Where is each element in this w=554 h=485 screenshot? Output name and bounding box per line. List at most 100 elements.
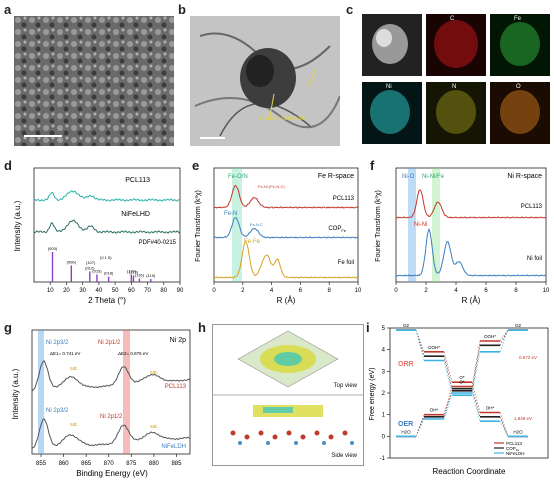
xps-ann-6: sat. — [150, 370, 158, 376]
xrd-ref-peak-label: (116) — [135, 272, 145, 277]
xps-xtick: 875 — [126, 461, 137, 467]
xrd-ref-peak-label: (006) — [67, 260, 77, 265]
fe-step-label: OH* — [430, 408, 439, 413]
dft-side-caption: Side view — [331, 453, 357, 459]
xrd-ref-peak-label: (018) — [104, 271, 114, 276]
fe-legend-nifeldh: NiFeLDH — [506, 451, 525, 456]
ni-ylabel: Fourier Transform (k³χ) — [375, 190, 382, 262]
fe-step-label: OOH* — [484, 334, 496, 339]
eds-map-fe: Fe — [490, 14, 550, 76]
xrd-xtick: 90 — [177, 288, 184, 294]
ni-highlight-band-1 — [408, 168, 416, 282]
ni-xtick: 2 — [424, 288, 428, 294]
ni-title: Ni R-space — [507, 173, 542, 180]
xrd-xtick: 20 — [63, 288, 70, 294]
fe-xlabel: R (Å) — [277, 296, 296, 305]
ni-xtick: 0 — [394, 288, 398, 294]
xps-legend-nifeldh: NiFeLDH — [161, 444, 186, 450]
ni-xlabel: R (Å) — [462, 296, 481, 305]
xps-xtick: 885 — [171, 461, 182, 467]
xps-xtick: 870 — [104, 461, 115, 467]
fe-legend-cop: COPFe — [506, 446, 520, 452]
fe-rspace-chart: 0 2 4 6 8 10 Fe R-space Fe-O/N Fe-Ni (Fe-N-C)… — [195, 167, 362, 305]
panel-g-label: g — [4, 320, 12, 335]
xps-band-1 — [38, 330, 44, 454]
fe-section-orr: ORR — [398, 361, 414, 368]
xps-ann-5: sat. — [70, 366, 78, 372]
panel-b-label: b — [178, 2, 186, 17]
xrd-legend-pdf: PDF#40-0215 — [139, 240, 177, 246]
fe-xlabel: Reaction Coordinate — [433, 467, 506, 476]
xps-ann-4: ΔE2= 0.875 eV — [118, 351, 148, 356]
fe-ytick: 4 — [382, 348, 386, 354]
fe-orr-ann: 0.672 eV — [519, 355, 537, 360]
fe-step-label: H2O — [401, 429, 411, 434]
fe-series-foil — [213, 240, 359, 279]
xps-xtick: 865 — [81, 461, 92, 467]
xps-chart: 855 860 865 870 875 880 885 Ni 2p Ni 2p3/2 ΔE1… — [11, 329, 191, 478]
xrd-legend-nifeldh: NiFeLHD — [121, 211, 150, 218]
xrd-xtick: 50 — [112, 288, 119, 294]
xps-ann-7: Ni 2p3/2 — [46, 408, 69, 414]
ni-highlight-band-2 — [432, 168, 440, 282]
fe-section-oer: OER — [398, 421, 413, 428]
eds-map-o: O — [490, 82, 550, 144]
tem-image: Carbon nanotube — [190, 16, 340, 146]
xrd-ylabel: Intensity (a.u.) — [13, 200, 22, 251]
xrd-chart: (003) (006) (012)(015) (018) (110)(113)(116)… — [13, 167, 184, 305]
fe-xtick: 4 — [270, 288, 274, 294]
xps-xtick: 860 — [59, 461, 70, 467]
xrd-ref-peak-label: (119) — [146, 273, 156, 278]
ni-series-pcl113 — [395, 189, 547, 219]
fe-xtick: 0 — [212, 288, 216, 294]
eds-map-ni: Ni — [362, 82, 422, 144]
eds-map-c: C — [426, 14, 486, 76]
fe-ytick: -1 — [380, 456, 386, 462]
dft-structure-art — [213, 325, 363, 465]
xrd-reference-peaks: (003) (006) (012)(015) (018) (110)(113)(116)… — [48, 246, 156, 282]
fe-ann-fefe: Fe-Fe — [244, 239, 261, 245]
panel-a-label: a — [4, 2, 12, 17]
xrd-ref-peak-label: (113) — [129, 269, 139, 274]
fe-ann-feni: Fe-Ni (Fe-N-C) — [258, 184, 285, 189]
dft-top-caption: Top view — [333, 383, 357, 389]
xps-ann-8: Ni 2p1/2 — [100, 414, 123, 420]
xps-band-2 — [123, 330, 130, 454]
fe-step-label: H2O — [513, 429, 523, 434]
ni-series-foil — [395, 227, 546, 277]
fe-ytick: 1 — [382, 413, 386, 419]
xrd-ref-peak-label: (012) — [85, 266, 95, 271]
fe-oer-ann: 1.849 eV — [514, 416, 532, 421]
free-energy-chart: -1 0 1 2 3 4 5 ORR OER 0.672 eV 1.849 eV O2 OOH… — [369, 323, 549, 476]
xps-xtick: 880 — [149, 461, 160, 467]
fe-step-label: O2 — [515, 323, 522, 328]
xrd-series-pcl113 — [33, 190, 181, 202]
panel-i-label: i — [366, 320, 370, 335]
xps-xlabel: Binding Energy (eV) — [76, 469, 148, 478]
fe-legend-pcl113: PCL113 — [506, 441, 522, 446]
tem-texture — [190, 16, 340, 146]
xrd-ref-peak-label: (003) — [48, 246, 58, 251]
ni-ann-nini: Ni-Ni — [414, 222, 427, 228]
fe-title: Fe R-space — [318, 173, 354, 180]
fe-legend-cop: COPFe — [328, 226, 346, 233]
eds-map-n: N — [426, 82, 486, 144]
ni-xtick: 10 — [543, 288, 550, 294]
panel-e-label: e — [192, 158, 200, 173]
fe-xtick: 10 — [355, 288, 362, 294]
ni-legend-pcl113: PCL113 — [521, 204, 543, 210]
xps-ann-1: Ni 2p3/2 — [46, 340, 69, 346]
fe-ytick: 3 — [382, 369, 386, 375]
ni-rspace-chart: 0 2 4 6 8 10 Ni R-space Ni-O Ni-Ni/Fe Ni-Ni P… — [375, 167, 550, 305]
fe-step-label: O2 — [403, 323, 410, 328]
ni-xtick: 4 — [454, 288, 458, 294]
xps-series-nifeldh — [31, 418, 191, 449]
fe-ylabel: Free energy (eV) — [369, 368, 376, 421]
xrd-ref-peak-label: (015) — [92, 269, 102, 274]
xps-ann-10: sat. — [150, 424, 158, 430]
fe-series-cop — [213, 217, 359, 239]
xps-xtick: 855 — [36, 461, 47, 467]
xps-title: Ni 2p — [170, 337, 186, 344]
xps-ylabel: Intensity (a.u.) — [11, 368, 20, 419]
xps-ann-3: Ni 2p1/2 — [98, 340, 121, 346]
